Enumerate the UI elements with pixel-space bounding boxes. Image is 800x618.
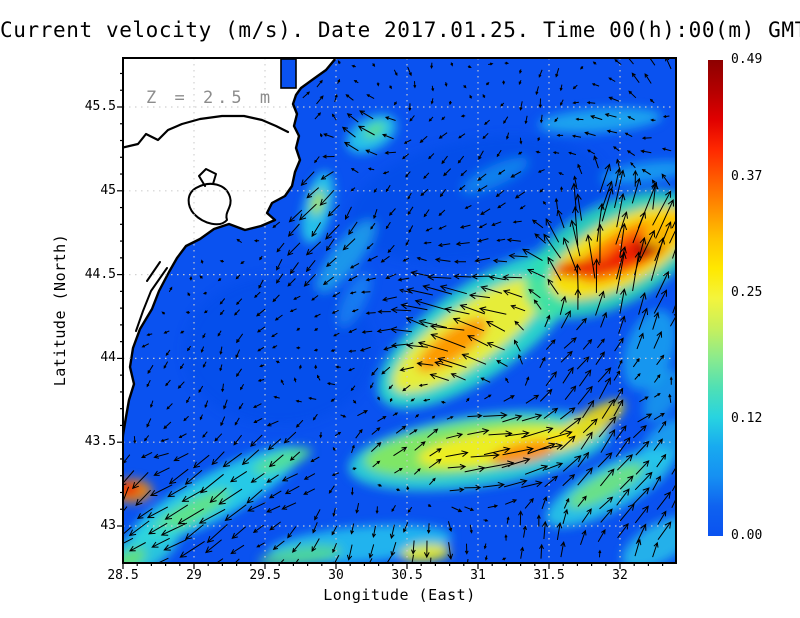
colorbar-tick-label: 0.12 bbox=[731, 411, 763, 427]
y-tick-label: 43 bbox=[100, 518, 116, 533]
x-tick-label: 30.5 bbox=[391, 568, 423, 583]
axis-ticks bbox=[117, 72, 664, 569]
colorbar-tick-label: 0.25 bbox=[731, 285, 763, 301]
x-tick-label: 32 bbox=[612, 568, 628, 583]
x-tick-label: 29.5 bbox=[249, 568, 281, 583]
x-tick-label: 31 bbox=[470, 568, 486, 583]
x-tick-label: 31.5 bbox=[533, 568, 565, 583]
current-vector-arrows bbox=[123, 58, 676, 563]
x-tick-label: 30 bbox=[328, 568, 344, 583]
y-tick-label: 45.5 bbox=[84, 99, 116, 114]
colorbar bbox=[708, 60, 723, 536]
x-tick-label: 29 bbox=[186, 568, 202, 583]
gridlines bbox=[123, 58, 676, 563]
x-tick-label: 28.5 bbox=[107, 568, 139, 583]
colorbar-tick-label: 0.49 bbox=[731, 52, 763, 67]
colorbar-tick-label: 0.37 bbox=[731, 168, 763, 184]
x-axis-title: Longitude (East) bbox=[323, 586, 476, 604]
lagoon-outline bbox=[187, 182, 232, 226]
coastal-lagoon bbox=[280, 58, 297, 89]
y-tick-label: 43.5 bbox=[84, 434, 116, 450]
y-tick-label: 45 bbox=[100, 182, 116, 198]
y-tick-label: 44 bbox=[100, 350, 116, 366]
y-axis-title: Latitude (North) bbox=[51, 233, 69, 387]
colorbar-tick-label: 0.00 bbox=[731, 528, 763, 543]
y-tick-label: 44.5 bbox=[84, 266, 116, 282]
depth-annotation: Z = 2.5 m bbox=[146, 88, 275, 108]
plot-frame bbox=[122, 57, 677, 564]
delta-outline bbox=[123, 114, 290, 149]
land-mass bbox=[123, 58, 338, 452]
coastline bbox=[123, 58, 338, 452]
chart-title: Current velocity (m/s). Date 2017.01.25.… bbox=[0, 18, 800, 42]
